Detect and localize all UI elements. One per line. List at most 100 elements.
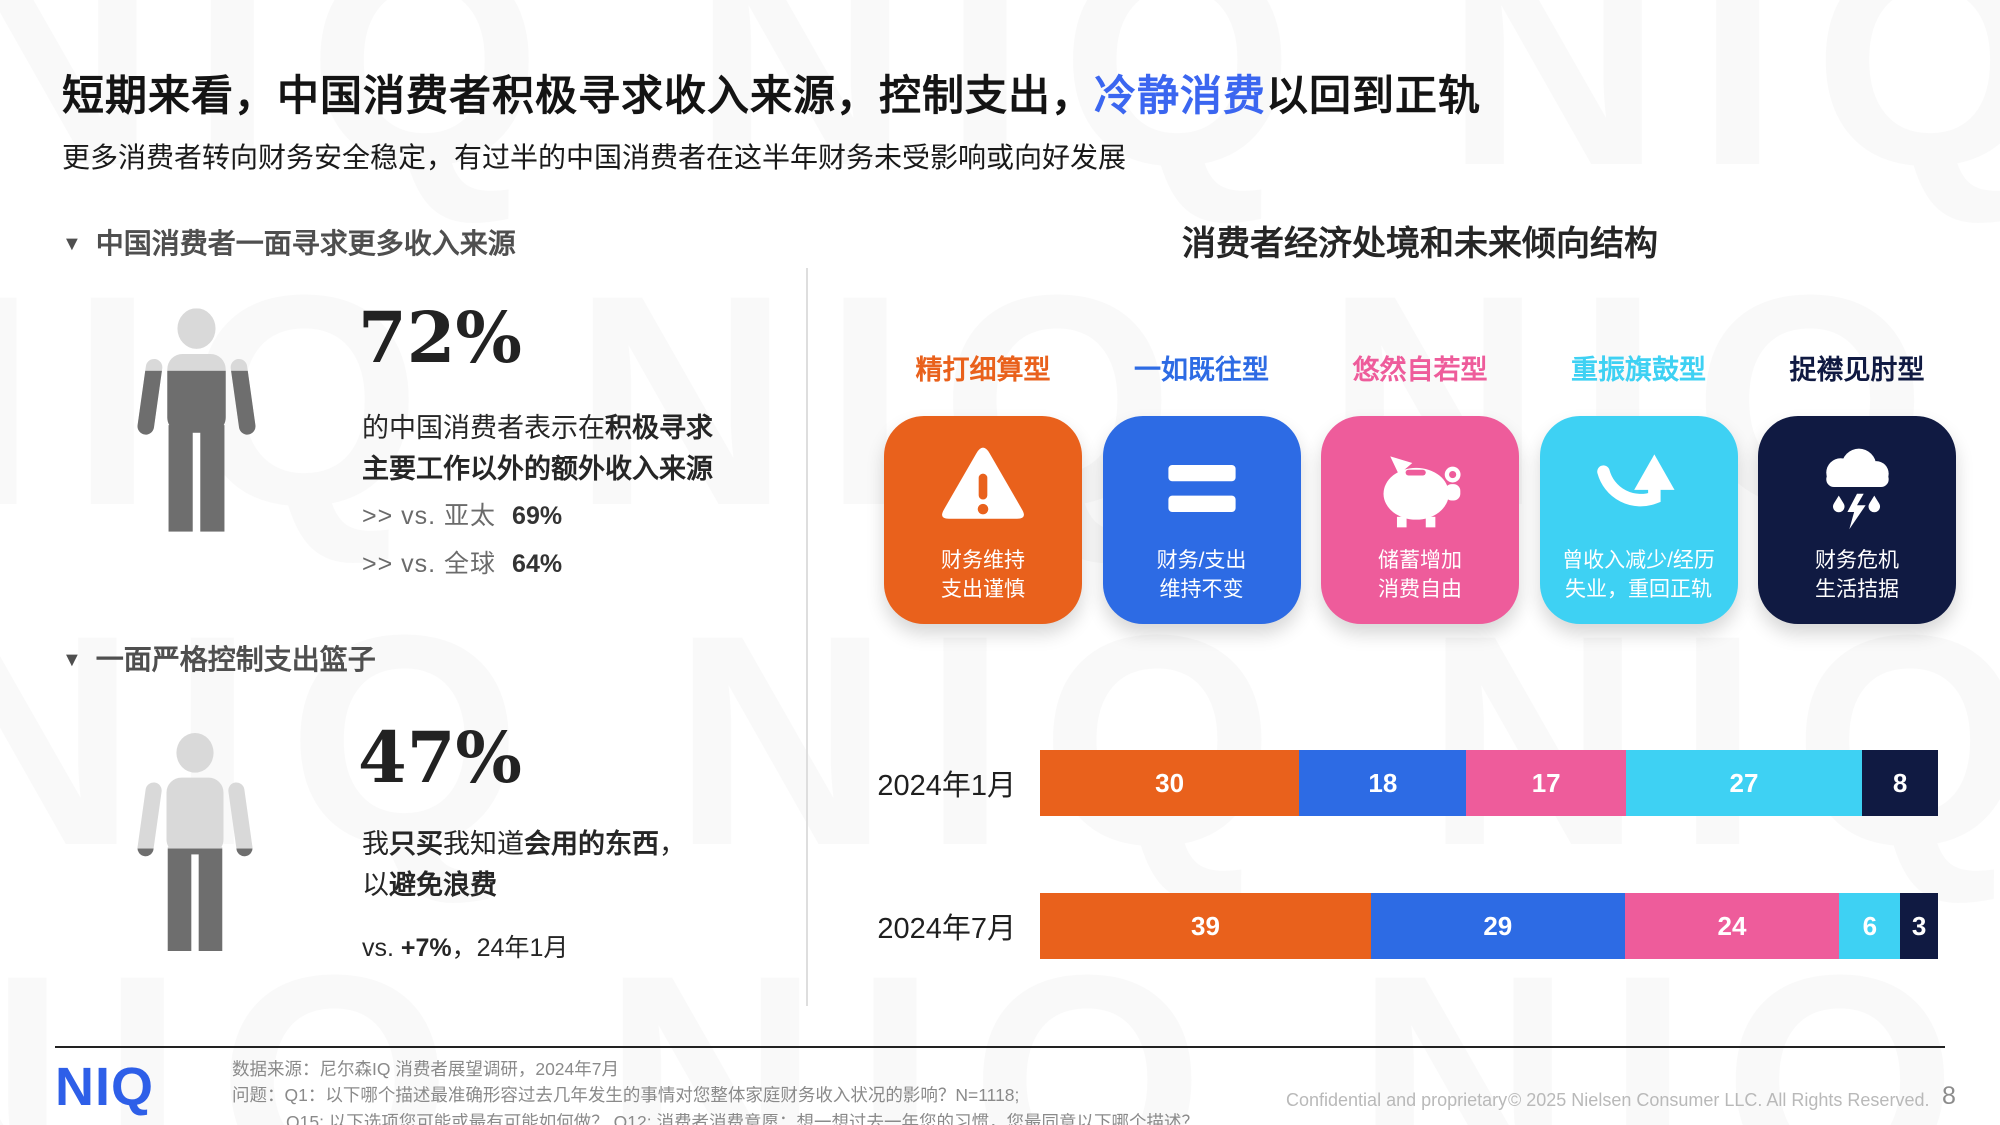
spending-section-heading: ▼ 一面严格控制支出篮子 <box>62 638 376 678</box>
tile-label: 储蓄增加 消费自由 <box>1378 546 1462 605</box>
comparison-label: >> vs. 亚太 <box>362 502 497 530</box>
text-run: 只买 <box>389 829 443 859</box>
spending-section-heading-text: 一面严格控制支出篮子 <box>95 644 376 675</box>
comparison-row-apac: >> vs. 亚太 69% <box>362 496 562 532</box>
tile-label-line: 曾收入减少/经历 <box>1562 549 1715 572</box>
category-label: 悠然自若型 <box>1352 355 1488 385</box>
text-run: vs. <box>362 934 401 962</box>
spending-quote: 我只买我知道会用的东西， 以避免浪费 <box>362 824 686 905</box>
person-pictogram-spending <box>136 733 254 951</box>
text-run: 冷静消费 <box>1094 72 1267 119</box>
triangle-marker-icon: ▼ <box>62 649 82 671</box>
chart-row-label: 2024年7月 <box>877 913 1016 945</box>
tile-label-line: 支出谨慎 <box>941 578 1025 602</box>
tile-label: 财务维持 支出谨慎 <box>941 546 1025 605</box>
category-col-steady: 一如既往型 财务/支出 维持不变 <box>1102 348 1301 624</box>
category-tile: 曾收入减少/经历 失业，重回正轨 <box>1539 416 1738 624</box>
footer-notes: 数据来源：尼尔森IQ 消费者展望调研，2024年7月 问题：Q1：以下哪个描述最… <box>232 1056 1199 1125</box>
page-title: 短期来看，中国消费者积极寻求收入来源，控制支出，冷静消费以回到正轨 <box>62 62 1481 123</box>
category-label: 重振旗鼓型 <box>1571 355 1706 385</box>
category-col-rebounding: 重振旗鼓型 曾收入减少/经历 失业，重回正轨 <box>1539 348 1738 624</box>
bar-segment-一如既往型: 29 <box>1371 893 1625 959</box>
bar-segment-悠然自若型: 24 <box>1624 893 1840 959</box>
segments-chart-title: 消费者经济处境和未来倾向结构 <box>1182 225 1658 263</box>
tile-label-line: 生活拮据 <box>1815 578 1899 602</box>
curved-arrow-up-icon <box>1587 436 1691 540</box>
tile-label-line: 消费自由 <box>1378 578 1462 602</box>
bar-segment-捉襟见肘型: 8 <box>1862 750 1938 816</box>
piggy-bank-icon <box>1368 436 1472 540</box>
text-run: 我知道 <box>443 829 524 859</box>
chart-row: 2024年1月 30 18 17 27 8 <box>866 750 1938 816</box>
stacked-bar: 30 18 17 27 8 <box>1040 750 1938 816</box>
footer-source: 数据来源：尼尔森IQ 消费者展望调研，2024年7月 <box>232 1059 619 1079</box>
income-description: 的中国消费者表示在积极寻求主要工作以外的额外收入来源 <box>362 408 713 489</box>
bar-segment-重振旗鼓型: 27 <box>1625 750 1863 816</box>
text-run: 避免浪费 <box>389 869 497 900</box>
tile-label: 财务危机 生活拮据 <box>1815 546 1899 605</box>
text-run: ，24年1月 <box>451 934 569 962</box>
text-run: 以 <box>362 869 389 900</box>
category-columns: 精打细算型 财务维持 支出谨慎 一如既往型 <box>884 348 1956 624</box>
comparison-value: 69% <box>512 502 563 530</box>
stacked-bar: 39 29 24 6 3 <box>1040 893 1938 959</box>
footer-question-line1: 问题：Q1：以下哪个描述最准确形容过去几年发生的事情对您整体家庭财务收入状况的影… <box>232 1085 1020 1106</box>
category-tile: 财务/支出 维持不变 <box>1102 416 1301 624</box>
tile-label: 曾收入减少/经历 失业，重回正轨 <box>1562 546 1715 605</box>
category-tile: 财务维持 支出谨慎 <box>884 416 1082 624</box>
spending-stat-value: 47% <box>358 716 522 799</box>
footer-divider <box>55 1046 1945 1048</box>
chart-row: 2024年7月 39 29 24 6 3 <box>866 893 1938 959</box>
footer-question-line2: Q15: 以下选项您可能或最有可能如何做？ Q12: 消费者消费意愿：想一想过去… <box>286 1111 1199 1125</box>
text-run: 主要工作以外的额外收入来源 <box>362 453 713 484</box>
category-label: 一如既往型 <box>1134 355 1269 385</box>
tile-label-line: 维持不变 <box>1159 578 1244 602</box>
tile-label-line: 财务/支出 <box>1156 549 1247 572</box>
bar-segment-悠然自若型: 17 <box>1466 750 1626 816</box>
category-col-strapped: 捉襟见肘型 财务危机 生活拮据 <box>1758 348 1956 624</box>
income-section-heading: ▼ 中国消费者一面寻求更多收入来源 <box>62 222 516 262</box>
column-divider <box>806 268 808 1006</box>
triangle-marker-icon: ▼ <box>62 233 82 255</box>
comparison-label: >> vs. 全球 <box>362 550 497 578</box>
tile-label-line: 失业，重回正轨 <box>1565 578 1712 602</box>
spending-footnote: vs. +7%，24年1月 <box>362 928 568 964</box>
category-label: 精打细算型 <box>915 355 1051 385</box>
bar-segment-捉襟见肘型: 3 <box>1900 893 1938 959</box>
tile-label-line: 财务危机 <box>1815 549 1899 572</box>
comparison-row-global: >> vs. 全球 64% <box>362 544 562 580</box>
bar-segment-精打细算型: 30 <box>1040 750 1300 816</box>
text-run: 积极寻求 <box>605 413 713 443</box>
text-run: 短期来看，中国消费者积极寻求收入来源，控制支出， <box>62 72 1095 119</box>
category-label: 捉襟见肘型 <box>1789 355 1925 385</box>
text-run: 的中国消费者表示在 <box>362 413 605 443</box>
niq-logo: NIQ <box>55 1057 155 1117</box>
text-run: 会用的东西 <box>524 829 659 859</box>
text-run: ， <box>659 829 686 859</box>
tile-label-line: 储蓄增加 <box>1378 549 1462 572</box>
comparison-value: 64% <box>512 550 563 578</box>
page-subtitle: 更多消费者转向财务安全稳定，有过半的中国消费者在这半年财务未受影响或向好发展 <box>62 142 1127 173</box>
storm-cloud-icon <box>1805 436 1909 540</box>
text-run: +7% <box>400 934 452 962</box>
text-run: 我 <box>362 829 389 859</box>
category-tile: 储蓄增加 消费自由 <box>1321 416 1519 624</box>
chart-row-label: 2024年1月 <box>877 770 1016 802</box>
copyright-note: © 2025 Nielsen Consumer LLC. All Rights … <box>1508 1090 1930 1110</box>
income-stat-value: 72% <box>358 296 522 379</box>
category-col-comfortable: 悠然自若型 储蓄增加 消费自由 <box>1321 348 1519 624</box>
bar-segment-重振旗鼓型: 6 <box>1839 893 1901 959</box>
category-tile: 财务危机 生活拮据 <box>1758 416 1956 624</box>
text-run: 以回到正轨 <box>1266 72 1482 119</box>
page-number: 8 <box>1942 1082 1956 1110</box>
income-section-heading-text: 中国消费者一面寻求更多收入来源 <box>95 228 516 259</box>
bar-segment-精打细算型: 39 <box>1040 893 1371 959</box>
bar-segment-一如既往型: 18 <box>1299 750 1467 816</box>
warning-triangle-icon <box>931 436 1035 540</box>
tile-label: 财务/支出 维持不变 <box>1157 546 1247 605</box>
stacked-bar-chart: 2024年1月 30 18 17 27 8 2024年7月 39 29 24 6 3 <box>866 750 1938 1036</box>
tile-label-line: 财务维持 <box>941 549 1025 572</box>
confidential-note: Confidential and proprietary <box>1286 1090 1508 1110</box>
equals-icon <box>1150 436 1254 540</box>
